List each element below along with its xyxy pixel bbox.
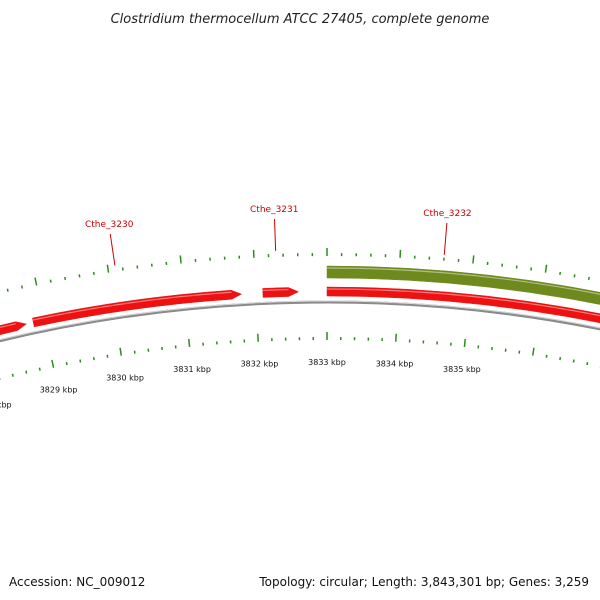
outer-tick [179, 255, 182, 264]
outer-tick [78, 274, 81, 278]
kbp-label: 3830 kbp [106, 373, 144, 382]
gene-segment-4 [326, 286, 600, 324]
outer-tick [106, 264, 110, 273]
inner-tick [79, 359, 82, 363]
inner-tick [463, 338, 466, 348]
kbp-label: 3829 kbp [40, 385, 78, 394]
inner-tick [559, 357, 562, 361]
inner-tick [25, 370, 28, 374]
outer-tick [20, 285, 24, 289]
outer-tick [49, 279, 52, 283]
gene-leader-line [109, 233, 116, 266]
feature-track [0, 265, 600, 335]
kbp-label: 3828 kbp [0, 401, 12, 410]
gene-leader-line [443, 222, 448, 255]
inner-tick [572, 359, 575, 363]
outer-tick [64, 276, 67, 281]
outer-tick [587, 276, 590, 281]
green-feature [326, 265, 600, 305]
gene-segment-3 [262, 287, 300, 298]
inner-tick-ring [0, 332, 600, 380]
topology-summary-text: Topology: circular; Length: 3,843,301 bp… [258, 575, 589, 589]
kbp-label: 3835 kbp [443, 365, 481, 374]
kbp-label: 3832 kbp [241, 360, 279, 369]
inner-tick [119, 347, 123, 356]
outer-tick-ring [6, 248, 590, 292]
kbp-label-layer: 3828 kbp 3829 kbp 3830 kbp 3831 kbp 3832 kbp… [0, 358, 481, 410]
inner-tick [586, 361, 589, 366]
gene-leader-line [274, 218, 277, 251]
inner-tick [11, 373, 14, 377]
inner-tick [188, 338, 191, 348]
outer-tick [573, 274, 576, 278]
genome-backbone-highlight [0, 300, 600, 341]
gene-segment-3-sheen [262, 288, 289, 292]
outer-tick [6, 288, 9, 292]
inner-tick [38, 367, 41, 371]
outer-tick [34, 277, 38, 286]
genome-backbone [0, 300, 600, 343]
inner-tick [51, 359, 55, 368]
inner-tick [531, 347, 535, 356]
kbp-label: 3831 kbp [173, 365, 211, 374]
gene-label: Cthe_3232 [423, 209, 471, 219]
kbp-label: 3833 kbp [308, 358, 346, 367]
gene-segment-1 [0, 321, 27, 335]
gene-segment-4-sheen [326, 288, 600, 317]
inner-tick [65, 361, 68, 366]
gene-label: Cthe_3231 [250, 205, 298, 215]
map-title: Clostridium thermocellum ATCC 27405, com… [111, 12, 490, 27]
gene-segment-1-sheen [0, 323, 17, 329]
green-feature-sheen [326, 267, 600, 295]
accession-text: Accession: NC_009012 [9, 575, 145, 589]
inner-tick [92, 357, 95, 361]
gene-label: Cthe_3230 [85, 220, 134, 230]
kbp-label: 3834 kbp [376, 360, 414, 369]
gene-segment-2 [32, 289, 243, 328]
outer-tick [544, 264, 548, 273]
gene-segment-2-sheen [32, 291, 232, 321]
outer-tick [472, 255, 475, 264]
gene-label-layer: Cthe_3230 Cthe_3231 Cthe_3232 [85, 205, 472, 266]
